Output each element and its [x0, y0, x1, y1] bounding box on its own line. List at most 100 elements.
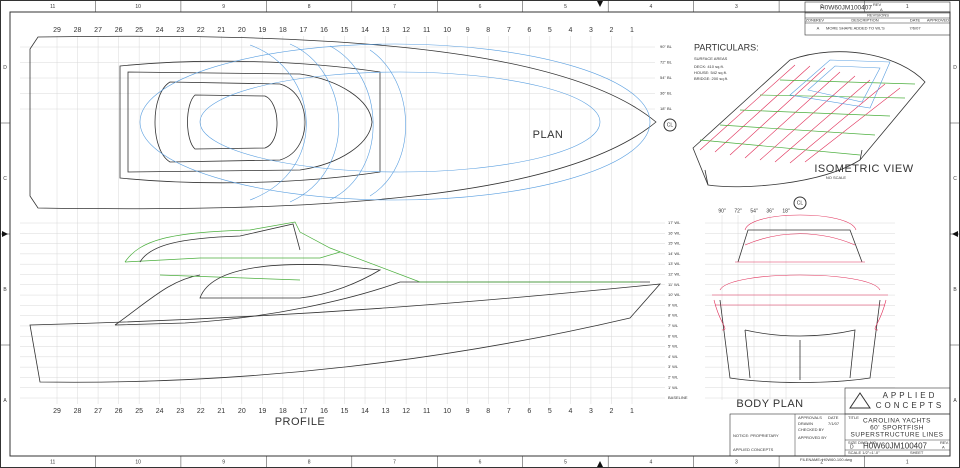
station-label-bottom: 4 [568, 408, 572, 415]
buttock-label: 90" BL [660, 44, 673, 49]
zone-column-bottom: 11 [50, 459, 55, 465]
body-plan: CL 90" 72" 54" 36" 18" BODY PLAN [712, 196, 888, 410]
tb-size-label: SIZE [848, 440, 857, 445]
plan-hull [29, 35, 657, 210]
station-label-top: 9 [466, 27, 470, 34]
zone-column-bottom: 1 [906, 459, 909, 465]
station-label-top: 23 [176, 27, 184, 34]
station-label-top: 1 [630, 27, 634, 34]
rev-label: REV [873, 2, 882, 7]
station-label-bottom: 25 [135, 408, 143, 415]
tb-checked: CHECKED BY [798, 427, 824, 432]
body-buttock-label: 72" [734, 208, 742, 214]
plan-cl-circle [663, 118, 677, 132]
rev-header: REV [816, 18, 825, 23]
station-label-top: 24 [156, 27, 164, 34]
zone-column-top: 1 [906, 4, 909, 10]
station-label-bottom: 8 [486, 408, 490, 415]
station-label-bottom: 22 [197, 408, 205, 415]
buttock-label: 72" BL [660, 60, 673, 65]
particular-item: BRIDGE: 200 sq.ft. [694, 76, 728, 81]
body-buttock-label: 90" [718, 208, 726, 214]
station-label-bottom: 7 [507, 408, 511, 415]
zone-column-bottom: 5 [564, 459, 567, 465]
profile-house [124, 221, 640, 283]
station-label-bottom: 13 [382, 408, 390, 415]
body-buttock-label: 36" [766, 208, 774, 214]
zone-row-left: A [3, 398, 7, 404]
station-label-bottom: 10 [443, 408, 451, 415]
tb-filename: FILENAME: H0W60-100.dwg [800, 457, 852, 462]
grid [20, 36, 895, 404]
iso-waterlines [699, 79, 916, 156]
tb-drawn-date: 7/1/07 [828, 421, 840, 426]
tb-box [729, 413, 951, 457]
station-label-bottom: 17 [300, 408, 308, 415]
zone-row-right: D [953, 65, 957, 71]
station-label-bottom: 18 [279, 408, 287, 415]
plan-buttock [139, 43, 651, 201]
profile-label: PROFILE [275, 416, 326, 428]
particulars-subtitle: SURFACE AREAS [694, 56, 728, 61]
waterline-label: 15' WL [668, 241, 681, 246]
station-label-top: 13 [382, 27, 390, 34]
waterline-label: 3' WL [668, 364, 679, 369]
waterline-label: 5' WL [668, 344, 679, 349]
station-label-bottom: 21 [217, 408, 225, 415]
station-label-bottom: 29 [53, 408, 61, 415]
zone-column-top: 11 [50, 4, 55, 10]
waterline-label: 17' WL [668, 220, 681, 225]
zone-column-bottom: 3 [735, 459, 738, 465]
waterline-label: 13' WL [668, 261, 681, 266]
waterline-label: 9' WL [668, 302, 679, 307]
station-label-bottom: 16 [320, 408, 328, 415]
station-label-bottom: 5 [548, 408, 552, 415]
station-label-top: 21 [217, 27, 225, 34]
plan-cl: CL [667, 122, 674, 128]
body-hull-lines [744, 329, 856, 380]
station-label-bottom: 27 [94, 408, 102, 415]
title-block: NOTICE: PROPRIETARY APPLIED CONCEPTS APP… [729, 413, 951, 462]
zone-column-bottom: 9 [222, 459, 225, 465]
particulars-items: DECK: 410 sq.ft.HOUSE: 542 sq.ft.BRIDGE:… [694, 64, 728, 81]
station-label-top: 2 [610, 27, 614, 34]
rev-header: DATE [910, 18, 921, 23]
station-label-top: 26 [115, 27, 123, 34]
iso-note: NO SCALE [826, 175, 847, 180]
tb-title-label: TITLE [848, 415, 859, 420]
zone-column-top: 2 [820, 4, 823, 10]
tb-rev: A [942, 445, 945, 450]
zone-column-bottom: 2 [820, 459, 823, 465]
station-label-bottom: 3 [589, 408, 593, 415]
plan-house-top [127, 71, 373, 173]
waterline-label: 11' WL [668, 282, 681, 287]
station-label-bottom: 2 [610, 408, 614, 415]
company-logo [849, 392, 871, 409]
plan-buttock [199, 71, 601, 173]
zone-row-left: D [3, 65, 7, 71]
station-label-top: 22 [197, 27, 205, 34]
body-buttock-label: 18" [782, 208, 790, 214]
station-label-top: 29 [53, 27, 61, 34]
center-arrow [952, 231, 958, 237]
zone-row-right: C [953, 176, 957, 182]
isometric-view: ISOMETRIC VIEW NO SCALE [692, 51, 926, 188]
zone-column-bottom: 10 [135, 459, 141, 465]
body-label: BODY PLAN [736, 398, 803, 410]
company-line1: APPLIED [883, 391, 938, 400]
center-arrow [2, 231, 8, 237]
particulars-title: PARTICULARS: [694, 42, 759, 52]
station-label-top: 28 [74, 27, 82, 34]
station-label-bottom: 28 [74, 408, 82, 415]
station-label-top: 6 [527, 27, 531, 34]
waterline-label: BASELINE [668, 395, 688, 400]
rev-headers: ZONE REV DESCRIPTION DATE APPROVED [805, 18, 949, 23]
rev-header: ZONE [805, 18, 816, 23]
tb-dwg-number: H0W60JM100407 [863, 442, 928, 451]
iso-hull [692, 51, 926, 188]
buttock-label: 18" BL [660, 106, 673, 111]
waterline-label: 7' WL [668, 323, 679, 328]
